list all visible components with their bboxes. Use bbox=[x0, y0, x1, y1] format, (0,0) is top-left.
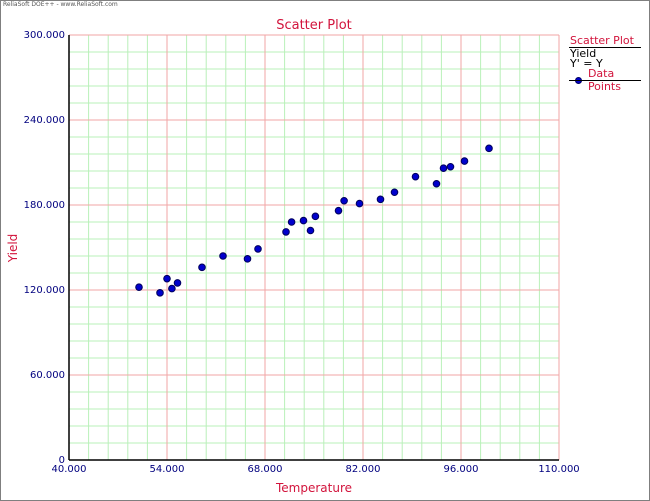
y-tick-label: 300.000 bbox=[24, 30, 65, 41]
y-tick-label: 120.000 bbox=[24, 285, 65, 296]
data-point bbox=[164, 275, 171, 282]
y-tick-label: 0 bbox=[59, 455, 65, 466]
y-tick-label: 180.000 bbox=[24, 200, 65, 211]
x-tick-label: 82.000 bbox=[346, 464, 381, 475]
data-point bbox=[300, 217, 307, 224]
data-point bbox=[412, 173, 419, 180]
data-point bbox=[486, 145, 493, 152]
y-tick-label: 240.000 bbox=[24, 115, 65, 126]
data-point bbox=[461, 158, 468, 165]
data-point bbox=[447, 163, 454, 170]
data-point bbox=[356, 200, 363, 207]
data-point bbox=[377, 196, 384, 203]
data-point bbox=[244, 256, 251, 263]
data-point bbox=[283, 229, 290, 236]
data-point bbox=[169, 285, 176, 292]
data-point bbox=[433, 180, 440, 187]
data-point bbox=[391, 189, 398, 196]
data-point bbox=[255, 246, 262, 253]
x-tick-label: 54.000 bbox=[150, 464, 185, 475]
legend-rule-bottom bbox=[569, 80, 641, 81]
chart-title: Scatter Plot bbox=[276, 18, 352, 33]
y-axis-label: Yield bbox=[6, 234, 20, 264]
x-axis-label: Temperature bbox=[275, 481, 352, 495]
data-point bbox=[288, 219, 295, 226]
data-point bbox=[157, 290, 164, 297]
data-point bbox=[341, 197, 348, 204]
data-point bbox=[174, 280, 181, 287]
data-point bbox=[312, 213, 319, 220]
data-point bbox=[220, 253, 227, 260]
data-point bbox=[307, 227, 314, 234]
major-grid bbox=[69, 35, 559, 460]
data-point bbox=[136, 284, 143, 291]
data-point bbox=[335, 207, 342, 214]
data-point bbox=[440, 165, 447, 172]
x-tick-label: 68.000 bbox=[248, 464, 283, 475]
y-tick-label: 60.000 bbox=[30, 370, 65, 381]
data-point bbox=[199, 264, 206, 271]
legend-title: Scatter Plot bbox=[570, 34, 634, 47]
axes bbox=[69, 35, 559, 460]
x-tick-label: 110.000 bbox=[538, 464, 579, 475]
x-tick-label: 96.000 bbox=[444, 464, 479, 475]
minor-grid bbox=[69, 35, 559, 460]
tick-labels: 40.000 54.000 68.000 82.000 96.000 110.000 0 60… bbox=[24, 30, 580, 475]
x-tick-label: 40.000 bbox=[52, 464, 87, 475]
